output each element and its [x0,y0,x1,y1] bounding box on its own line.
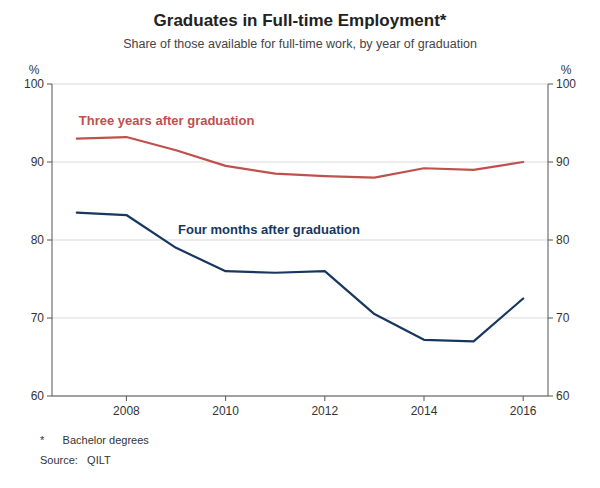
y2-tick-label: 70 [556,311,570,325]
y-tick [47,84,52,85]
x-tick [523,396,524,401]
y2-tick-label: 80 [556,233,570,247]
y2-tick-label: 60 [556,389,570,403]
y-tick-label: 90 [31,155,45,169]
annotation: Source: QILT [40,454,111,466]
series-line [77,137,523,178]
grid-line [52,240,548,241]
x-tick [225,396,226,401]
y2-tick [548,318,553,319]
grid [52,84,548,396]
y-tick-label: 60 [31,389,45,403]
x-tick [424,396,425,401]
subtitle: Share of those available for full-time w… [123,37,477,51]
x-tick-label: 2008 [113,404,140,418]
x-tick-label: 2016 [510,404,537,418]
y-tick [47,162,52,163]
y2-axis-label: % [561,63,572,77]
y2-tick [548,84,553,85]
grid-line [52,84,548,85]
x-tick-label: 2012 [311,404,338,418]
y2-tick-label: 100 [556,77,576,91]
y-tick [47,396,52,397]
y-tick-label: 80 [31,233,45,247]
y2-tick [548,162,553,163]
x-tick [324,396,325,401]
y-tick-label: 100 [24,77,44,91]
y-axis-label: % [29,63,40,77]
title: Graduates in Full-time Employment* [154,11,447,30]
y-tick-label: 70 [31,311,45,325]
x-tick-label: 2014 [411,404,438,418]
x-tick-label: 2010 [212,404,239,418]
y-tick [47,240,52,241]
y2-tick [548,240,553,241]
grid-line [52,162,548,163]
series-label: Three years after graduation [79,113,255,128]
series-label: Four months after graduation [178,222,360,237]
grid-line [52,318,548,319]
annotation: * Bachelor degrees [40,434,149,446]
chart: Graduates in Full-time Employment* Share … [0,0,600,488]
series-group [77,137,523,341]
y2-tick-label: 90 [556,155,570,169]
series-line [77,213,523,342]
x-tick [126,396,127,401]
y2-tick [548,396,553,397]
y-tick [47,318,52,319]
